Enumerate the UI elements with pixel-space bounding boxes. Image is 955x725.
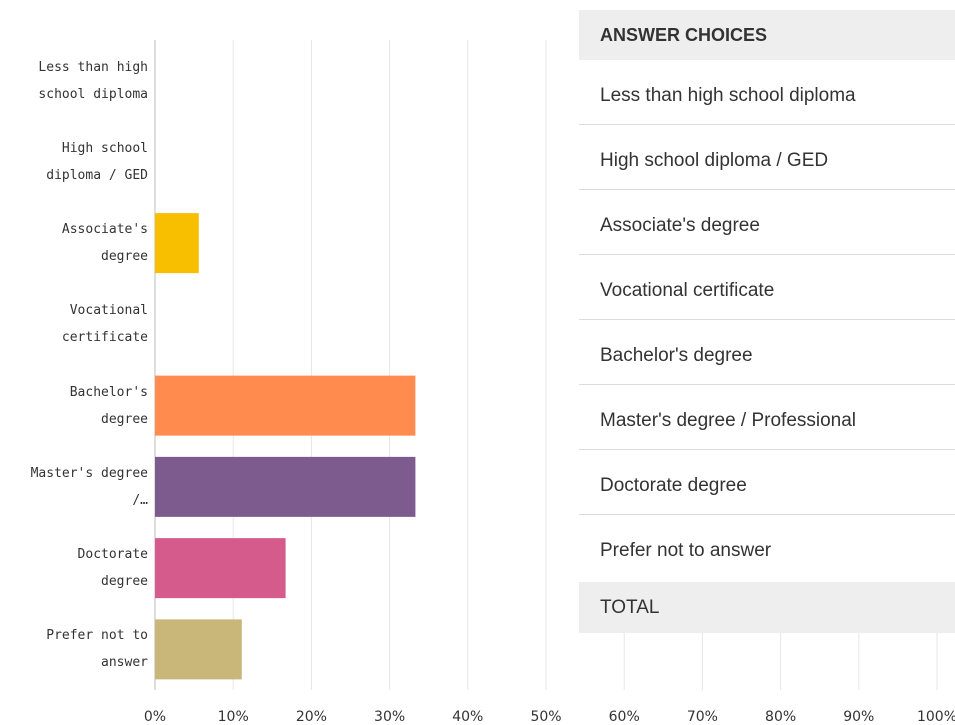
category-label: Bachelor's degree bbox=[69, 384, 148, 427]
table-row: Master's degree / Professional bbox=[579, 385, 955, 450]
table-total: TOTAL bbox=[579, 582, 955, 633]
category-label: Vocational certificate bbox=[61, 303, 148, 346]
bar bbox=[155, 375, 416, 436]
category-label: Associate's degree bbox=[61, 222, 148, 265]
category-label: Less than high school diploma bbox=[38, 59, 148, 102]
table-header: ANSWER CHOICES bbox=[579, 10, 955, 60]
category-label: Doctorate degree bbox=[77, 547, 148, 590]
x-tick-label: 80% bbox=[765, 709, 796, 725]
table-row: Doctorate degree bbox=[579, 450, 955, 515]
answer-table: ANSWER CHOICES Less than high school dip… bbox=[579, 10, 955, 633]
x-tick-label: 90% bbox=[843, 709, 874, 725]
category-label: Prefer not to answer bbox=[46, 628, 148, 671]
x-tick-label: 70% bbox=[687, 709, 718, 725]
x-tick-label: 100% bbox=[917, 709, 955, 725]
table-row: Associate's degree bbox=[579, 190, 955, 255]
bar bbox=[155, 619, 242, 680]
x-tick-label: 60% bbox=[609, 709, 640, 725]
table-row: High school diploma / GED bbox=[579, 125, 955, 190]
bar bbox=[155, 456, 416, 517]
table-row: Vocational certificate bbox=[579, 255, 955, 320]
bar bbox=[155, 538, 286, 599]
x-tick-label: 20% bbox=[296, 709, 327, 725]
x-tick-label: 0% bbox=[144, 709, 166, 725]
x-tick-label: 50% bbox=[530, 709, 561, 725]
category-label: High school diploma / GED bbox=[46, 140, 148, 183]
table-row: Bachelor's degree bbox=[579, 320, 955, 385]
table-row: Prefer not to answer bbox=[600, 540, 772, 561]
table-row: Less than high school diploma bbox=[579, 60, 955, 125]
x-tick-label: 30% bbox=[374, 709, 405, 725]
bar bbox=[155, 213, 199, 274]
category-label: Master's degree /… bbox=[30, 465, 148, 508]
x-tick-label: 40% bbox=[452, 709, 483, 725]
x-tick-label: 10% bbox=[218, 709, 249, 725]
